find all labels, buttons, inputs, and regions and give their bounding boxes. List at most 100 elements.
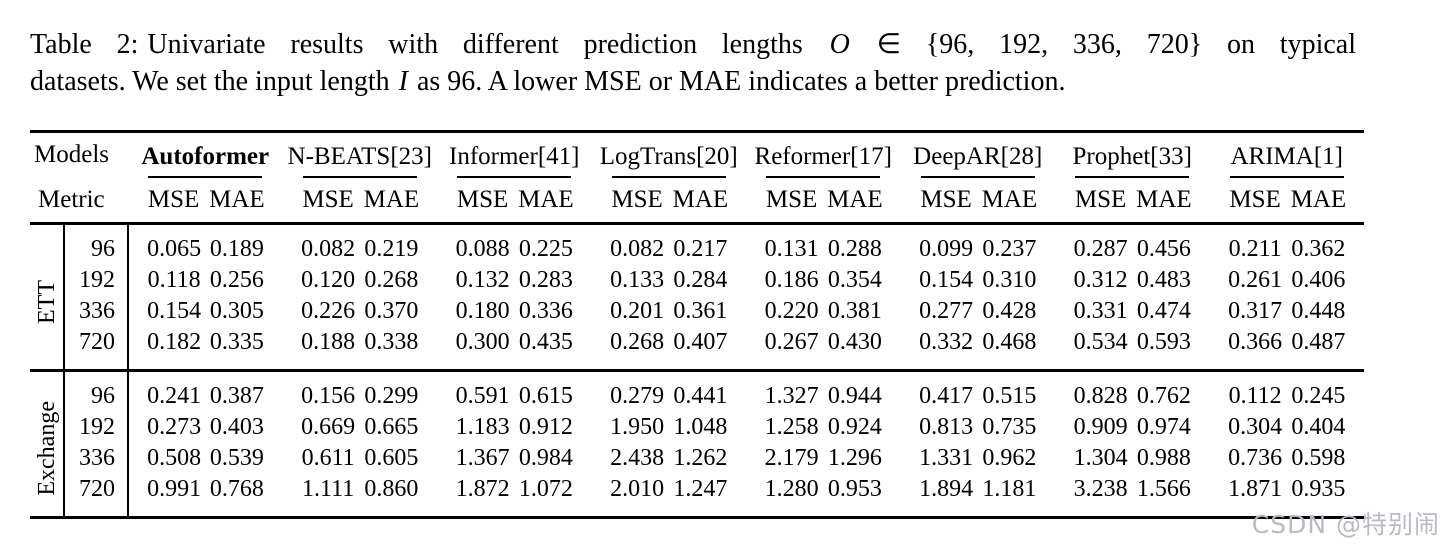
metric-value: 0.534 <box>1073 329 1128 355</box>
metric-header-mse: MSE <box>282 178 360 225</box>
prediction-length: 96 <box>64 369 129 412</box>
metric-value: 0.189 <box>209 236 264 262</box>
cmidrule <box>457 176 572 178</box>
metric-value: 1.247 <box>668 474 746 519</box>
metric-value: 1.367 <box>455 445 510 471</box>
data-row-ett-336: 336 0.154 0.305 0.226 0.370 0.180 0.336 0.201 0.… <box>30 296 1364 327</box>
metric-value: 0.284 <box>673 267 728 293</box>
metric-header-mse: MSE <box>746 178 824 225</box>
metric-value: 0.605 <box>364 445 419 471</box>
data-row-ett-192: 192 0.118 0.256 0.120 0.268 0.132 0.283 0.133 0.… <box>30 265 1364 296</box>
metric-header-mse: MSE <box>900 178 978 225</box>
metric-value: 0.261 <box>1228 267 1283 293</box>
metric-value: 0.256 <box>209 267 264 293</box>
metric-header-mae: MAE <box>977 178 1055 225</box>
metric-value: 0.201 <box>610 298 665 324</box>
metric-value: 0.598 <box>1291 445 1346 471</box>
metric-value: 0.225 <box>518 236 573 262</box>
caption-text: ∈ {96, 192, 336, 720} on typical <box>851 29 1357 60</box>
metric-value: 2.438 <box>610 445 665 471</box>
metric-value: 0.448 <box>1291 298 1346 324</box>
metric-value: 1.296 <box>827 445 882 471</box>
metric-value: 0.088 <box>455 236 510 262</box>
metric-value: 0.403 <box>209 414 264 440</box>
metric-value: 0.860 <box>359 474 437 519</box>
metric-value: 1.327 <box>746 369 824 412</box>
metric-header-mae: MAE <box>205 178 283 225</box>
metric-value: 0.361 <box>673 298 728 324</box>
metric-value: 0.335 <box>209 329 264 355</box>
metric-header-mae: MAE <box>1286 178 1364 225</box>
metric-value: 1.304 <box>1073 445 1128 471</box>
metric-value: 0.220 <box>764 298 819 324</box>
caption-text: datasets. We set the input length <box>30 66 397 97</box>
metric-value: 0.217 <box>673 236 728 262</box>
results-table: Models Autoformer N-BEATS[23] Informer[41]… <box>30 130 1364 519</box>
caption-math-var-o: O <box>829 29 850 60</box>
metric-value: 0.768 <box>205 474 283 519</box>
metric-value: 0.336 <box>518 298 573 324</box>
models-corner-label: Models <box>30 130 128 178</box>
model-name: DeepAR[28] <box>913 143 1043 170</box>
cmidrule <box>611 176 726 178</box>
metric-value: 0.813 <box>919 414 974 440</box>
data-row-exchange-192: 192 0.273 0.403 0.669 0.665 1.183 0.912 1.950 1.… <box>30 412 1364 443</box>
metric-value: 1.280 <box>746 474 824 519</box>
metric-value: 1.331 <box>919 445 974 471</box>
metric-header-mse: MSE <box>128 178 206 225</box>
model-header-autoformer: Autoformer <box>128 130 283 178</box>
metric-value: 0.065 <box>147 236 202 262</box>
watermark: CSDN @特别闹 <box>1251 510 1440 539</box>
dataset-label-ett: ETT <box>30 223 65 371</box>
metric-value: 0.312 <box>1073 267 1128 293</box>
metric-value: 0.317 <box>1228 298 1283 324</box>
cmidrule <box>302 176 417 178</box>
data-row-ett-96: ETT 96 0.065 0.189 0.082 0.219 0.088 0.225 0.082… <box>30 223 1364 371</box>
metric-value: 0.219 <box>364 236 419 262</box>
metric-value: 0.828 <box>1055 369 1133 412</box>
metric-value: 0.288 <box>827 236 882 262</box>
metric-value: 0.310 <box>982 267 1037 293</box>
metric-value: 0.441 <box>668 369 746 412</box>
metric-value: 0.300 <box>455 329 510 355</box>
metric-value: 0.539 <box>209 445 264 471</box>
metric-value: 0.909 <box>1073 414 1128 440</box>
metric-value: 0.984 <box>518 445 573 471</box>
metric-value: 0.268 <box>364 267 419 293</box>
model-header-arima-1: ARIMA[1] <box>1209 130 1364 178</box>
metric-header-mse: MSE <box>1055 178 1133 225</box>
model-name: LogTrans[20] <box>599 143 738 170</box>
metric-value: 0.428 <box>982 298 1037 324</box>
metric-value: 0.283 <box>518 267 573 293</box>
dataset-label-text: ETT <box>33 279 60 324</box>
metric-value: 2.010 <box>591 474 669 519</box>
metric-value: 0.131 <box>764 236 819 262</box>
metric-value: 0.468 <box>982 329 1037 355</box>
metric-value: 3.238 <box>1055 474 1133 519</box>
metric-corner-label: Metric <box>30 178 128 225</box>
prediction-length: 192 <box>64 412 129 443</box>
prediction-length: 336 <box>64 443 129 474</box>
metric-value: 0.991 <box>128 474 206 519</box>
metric-value: 0.456 <box>1136 236 1191 262</box>
metric-value: 0.226 <box>301 298 356 324</box>
models-header-row: Models Autoformer N-BEATS[23] Informer[41]… <box>30 130 1364 178</box>
metric-value: 0.299 <box>359 369 437 412</box>
metric-value: 1.872 <box>437 474 515 519</box>
metric-value: 0.474 <box>1136 298 1191 324</box>
metric-value: 0.268 <box>610 329 665 355</box>
metric-value: 0.406 <box>1291 267 1346 293</box>
dataset-label-exchange: Exchange <box>30 369 65 519</box>
metric-value: 0.211 <box>1228 236 1282 262</box>
model-header-deepar-28: DeepAR[28] <box>900 130 1055 178</box>
metric-value: 0.118 <box>147 267 201 293</box>
metric-value: 0.120 <box>301 267 356 293</box>
prediction-length: 336 <box>64 296 129 327</box>
metric-value: 1.048 <box>673 414 728 440</box>
metric-value: 0.099 <box>919 236 974 262</box>
metric-value: 0.435 <box>518 329 573 355</box>
prediction-length: 720 <box>64 474 129 519</box>
caption-table-number: Table 2: <box>30 29 139 60</box>
metric-value: 0.331 <box>1073 298 1128 324</box>
metric-value: 0.593 <box>1136 329 1191 355</box>
